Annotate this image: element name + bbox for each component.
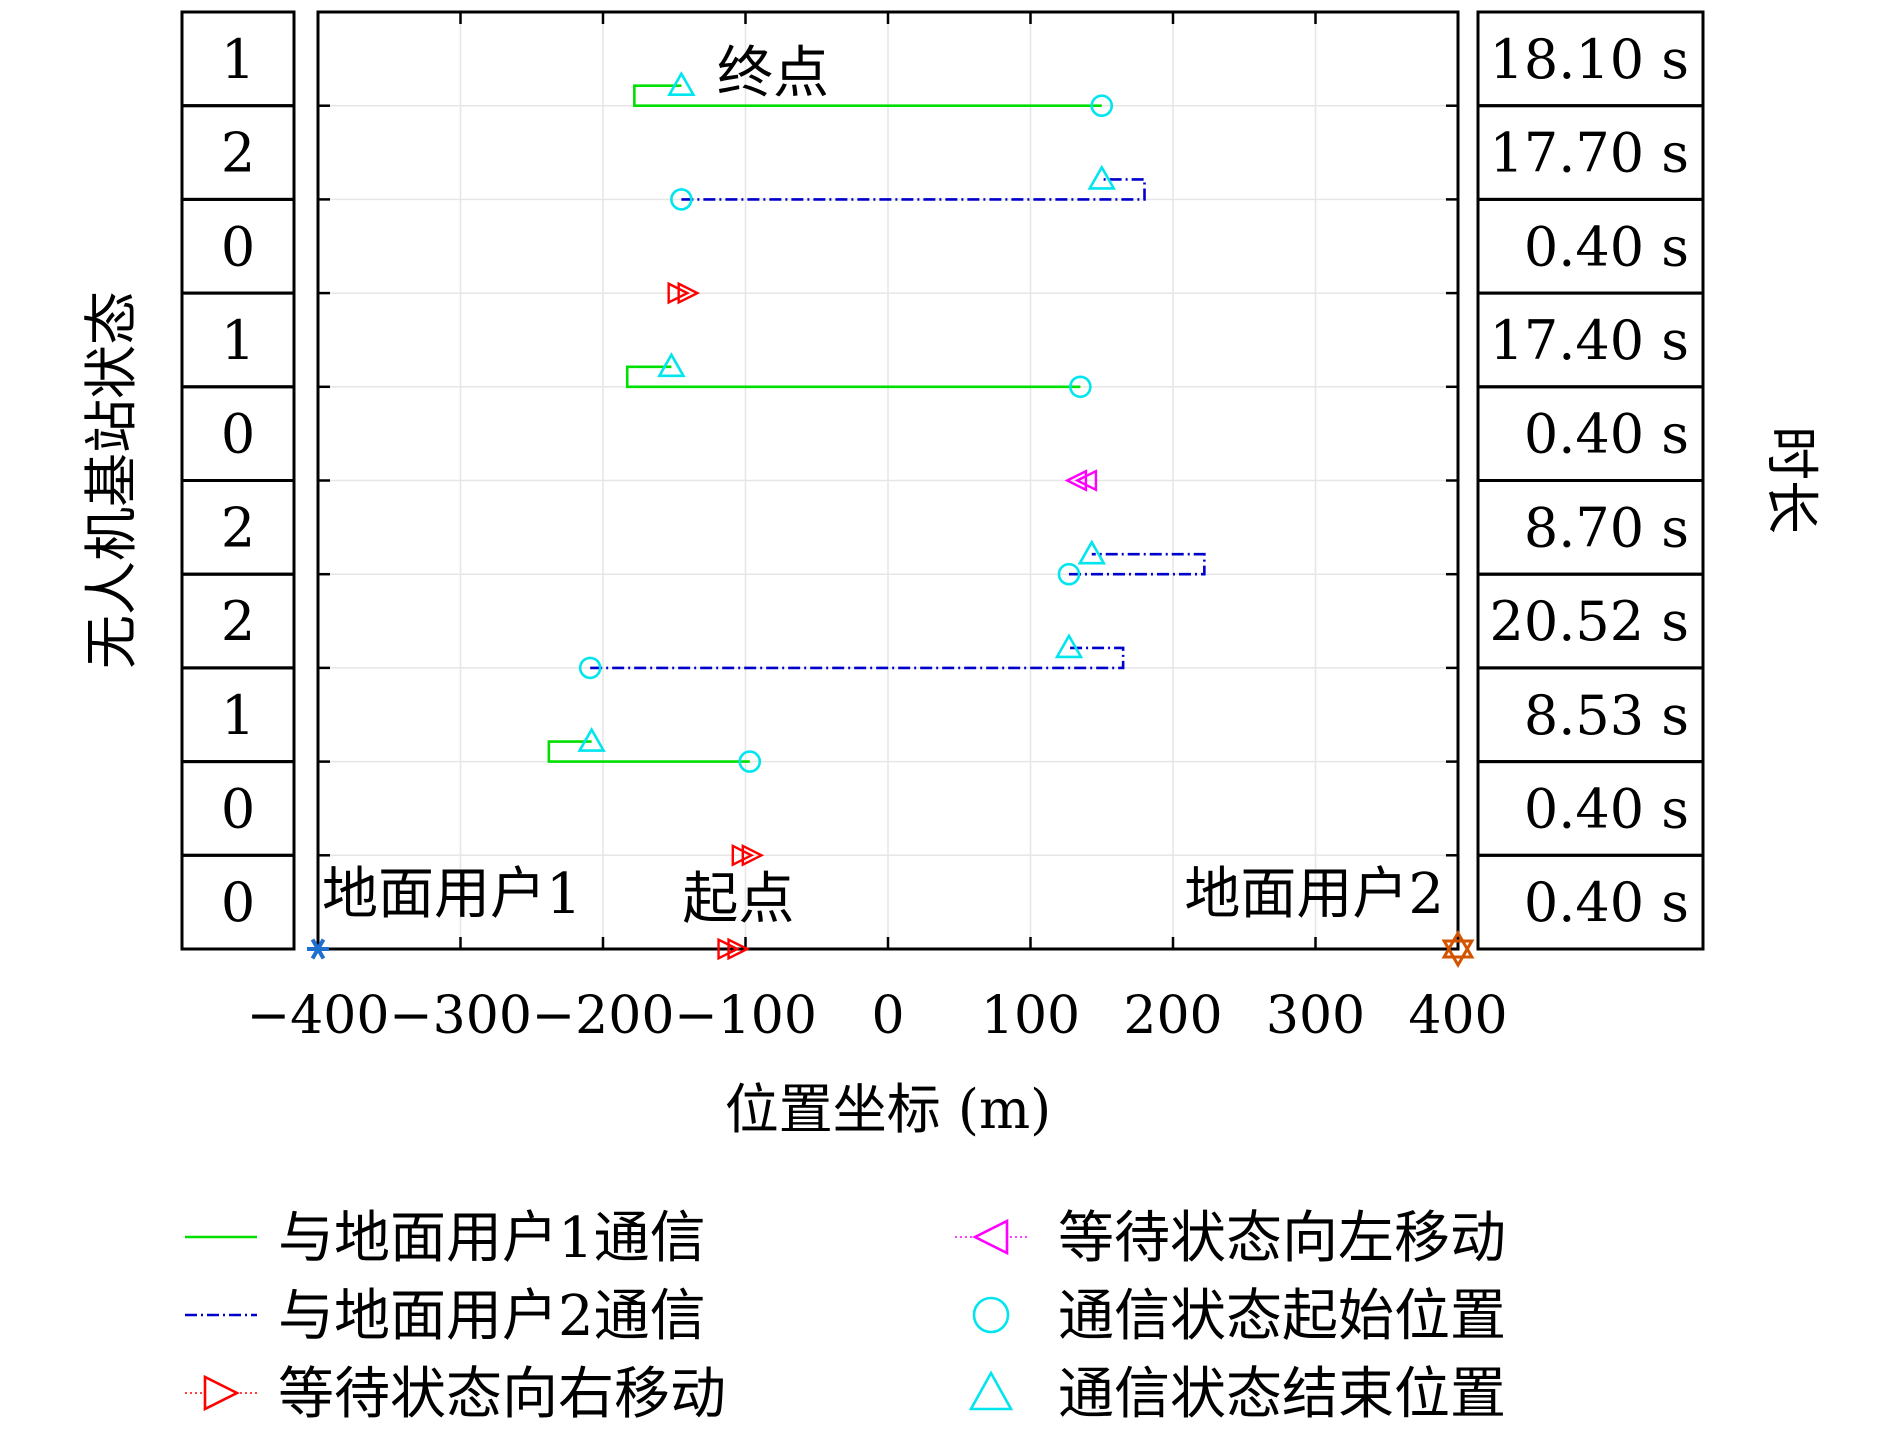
comm-end-marker	[577, 726, 606, 752]
legend-label-2: 等待状态向右移动	[278, 1362, 726, 1427]
comm-end-marker	[1077, 539, 1107, 565]
comm-start-marker	[578, 656, 602, 680]
state-value: 0	[221, 777, 255, 840]
comm-start-marker	[1069, 375, 1092, 399]
duration-value: 20.52 s	[1490, 590, 1689, 653]
state-value: 2	[221, 590, 255, 653]
x-tick-label: −400	[247, 986, 390, 1046]
x-axis: −400 −300 −200 −100 0 100 200 300 400	[247, 986, 1508, 1046]
comm-start-marker	[670, 188, 693, 211]
state-value: 1	[221, 309, 255, 372]
state-value: 1	[221, 28, 255, 91]
wait-right-marker-2	[717, 937, 750, 961]
x-tick-label: −300	[389, 986, 532, 1046]
user1-comm-path-1	[625, 365, 1081, 389]
user2-location-marker	[1441, 930, 1475, 968]
x-tick-label: 0	[871, 986, 904, 1046]
duration-value: 17.70 s	[1490, 122, 1689, 185]
duration-cell	[1476, 853, 1705, 951]
x-axis-title: 位置坐标 (m)	[725, 1078, 1052, 1141]
duration-value: 0.40 s	[1524, 215, 1689, 278]
state-value: 2	[221, 496, 255, 559]
annotation-3: 地面用户2	[1184, 862, 1444, 927]
state-cell	[180, 853, 296, 951]
duration-value: 18.10 s	[1490, 28, 1689, 91]
legend-symbol-5	[968, 1370, 1014, 1411]
legend-symbol-4	[972, 1296, 1010, 1334]
duration-value: 0.40 s	[1524, 871, 1689, 934]
state-and-duration-tables: 1 18.10 s 2 17.70 s 0 0.40 s 1 17.40 s 0 0.40 s 2 8…	[180, 10, 1705, 951]
x-tick-label: 400	[1408, 986, 1507, 1046]
legend-label-1: 与地面用户2通信	[278, 1284, 706, 1349]
y-axis-title: 无人机基站状态	[80, 291, 143, 669]
user2-comm-path-2	[590, 646, 1125, 670]
legend-symbol-2	[185, 1374, 257, 1412]
comm-end-marker	[667, 71, 696, 96]
comm-start-marker	[738, 750, 762, 773]
duration-title: 时长	[1760, 426, 1823, 534]
comm-start-marker	[1090, 94, 1114, 117]
grid	[317, 12, 1459, 950]
wait-right-marker-0	[667, 281, 701, 305]
duration-value: 8.53 s	[1524, 684, 1689, 747]
user2-comm-path-0	[681, 178, 1146, 201]
user1-location-marker	[307, 938, 329, 960]
duration-value: 0.40 s	[1524, 777, 1689, 840]
legend-symbol-3	[955, 1218, 1027, 1256]
wait-left-marker-0	[1064, 469, 1098, 492]
comm-end-marker	[1087, 164, 1116, 190]
duration-value: 17.40 s	[1490, 309, 1689, 372]
annotation-1: 起点	[682, 867, 794, 932]
user2-comm-path-1	[1068, 552, 1206, 576]
duration-value: 0.40 s	[1524, 403, 1689, 466]
state-value: 2	[221, 122, 255, 185]
user1-comm-path-0	[633, 84, 1102, 107]
plot-area	[316, 10, 1460, 951]
duration-value: 8.70 s	[1524, 496, 1689, 559]
x-tick-label: −100	[674, 986, 817, 1046]
legend-label-5: 通信状态结束位置	[1058, 1362, 1506, 1427]
wait-right-marker-1	[731, 844, 765, 867]
state-value: 0	[221, 871, 255, 934]
user1-comm-path-2	[547, 740, 750, 763]
legend-label-0: 与地面用户1通信	[278, 1206, 706, 1271]
state-value: 1	[221, 684, 255, 747]
x-tick-label: 300	[1266, 986, 1365, 1046]
state-value: 0	[221, 215, 255, 278]
state-value: 0	[221, 403, 255, 466]
chart-marks	[307, 71, 1475, 968]
annotation-2: 地面用户1	[322, 862, 582, 927]
x-tick-label: 200	[1123, 986, 1222, 1046]
x-tick-label: 100	[981, 986, 1080, 1046]
x-tick-label: −200	[532, 986, 675, 1046]
legend-label-4: 通信状态起始位置	[1058, 1284, 1506, 1349]
comm-end-marker	[657, 352, 686, 378]
annotation-0: 终点	[717, 41, 829, 106]
comm-end-marker	[1054, 633, 1084, 659]
comm-start-marker	[1057, 562, 1081, 586]
legend-label-3: 等待状态向左移动	[1058, 1206, 1506, 1271]
